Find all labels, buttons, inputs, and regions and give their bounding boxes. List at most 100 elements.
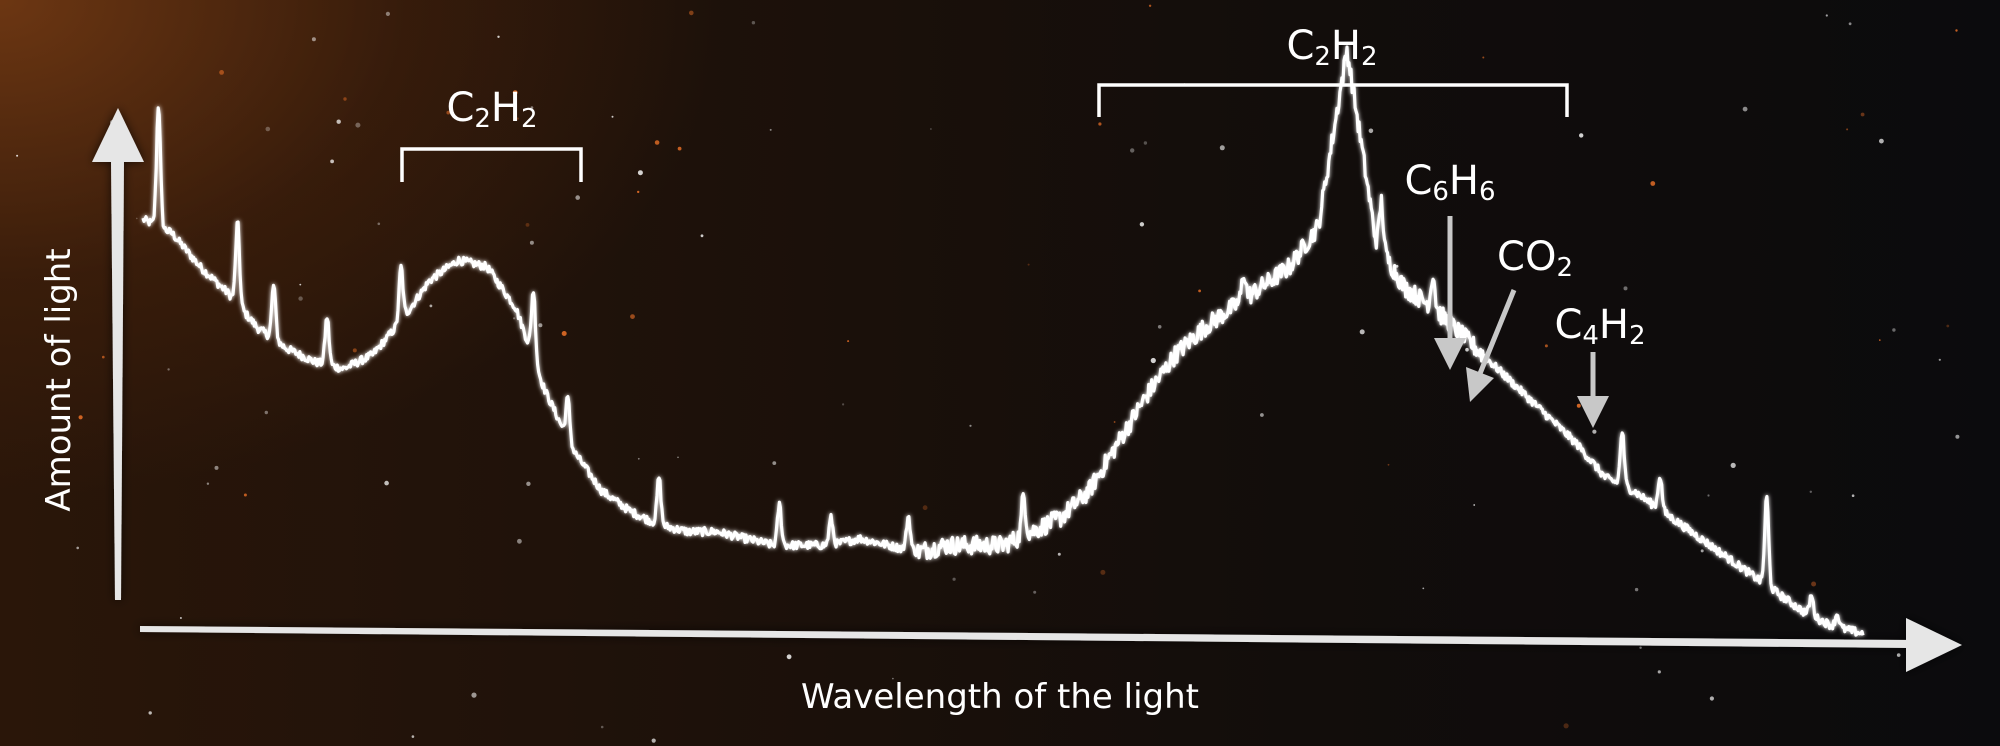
- annotation-label-c4h2: C4H2: [1554, 302, 1645, 351]
- star: [637, 457, 640, 460]
- star: [265, 126, 271, 132]
- annotation-label-c2h2-left: C2H2: [446, 85, 537, 134]
- star: [1938, 358, 1941, 361]
- star: [343, 97, 347, 101]
- star: [700, 234, 704, 238]
- star: [922, 505, 928, 511]
- star: [1811, 581, 1817, 587]
- star: [385, 11, 390, 16]
- star: [772, 461, 777, 465]
- star: [516, 117, 519, 120]
- star: [842, 403, 845, 406]
- star: [1742, 106, 1748, 112]
- star: [513, 317, 516, 320]
- star: [76, 546, 79, 550]
- y-axis: [92, 108, 144, 600]
- star: [538, 323, 543, 328]
- star: [637, 190, 640, 194]
- star: [1846, 128, 1849, 131]
- annotation-label-c2h2-right: C2H2: [1286, 23, 1377, 72]
- star: [1150, 357, 1156, 364]
- star: [1100, 569, 1106, 575]
- star: [1157, 325, 1162, 329]
- x-axis-label: Wavelength of the light: [801, 677, 1199, 717]
- star: [1563, 723, 1569, 729]
- annotation-c4h2: C4H2: [1554, 302, 1646, 428]
- star: [1700, 549, 1704, 553]
- star: [651, 738, 656, 743]
- star: [355, 122, 361, 128]
- annotation-label-c6h6: C6H6: [1404, 158, 1495, 207]
- star: [179, 617, 182, 619]
- star: [497, 35, 500, 38]
- star: [167, 368, 170, 371]
- star: [1113, 421, 1116, 423]
- arrow-down-icon: [1434, 338, 1466, 370]
- star: [769, 128, 772, 131]
- star-field: [16, 4, 1960, 743]
- star: [1033, 590, 1037, 594]
- star: [526, 481, 531, 486]
- star: [1730, 462, 1736, 468]
- star: [575, 195, 580, 200]
- star: [1027, 263, 1030, 266]
- star: [264, 410, 268, 415]
- star: [377, 222, 381, 226]
- star: [630, 314, 635, 319]
- annotation-co2: CO2: [1466, 234, 1573, 402]
- star: [1639, 646, 1642, 649]
- star: [512, 90, 518, 95]
- annotation-label-co2: CO2: [1497, 234, 1573, 283]
- star: [1623, 286, 1628, 291]
- star: [1576, 403, 1581, 408]
- star: [298, 296, 303, 301]
- star: [969, 424, 972, 427]
- star: [952, 577, 956, 581]
- star: [16, 154, 19, 157]
- star: [1098, 122, 1102, 126]
- star: [930, 128, 932, 130]
- star: [1219, 145, 1225, 151]
- annotation-c6h6: C6H6: [1404, 158, 1496, 370]
- star: [78, 415, 83, 420]
- star: [600, 725, 604, 729]
- star: [1650, 181, 1656, 186]
- star: [1709, 696, 1714, 701]
- star: [299, 283, 302, 286]
- star: [1879, 339, 1881, 341]
- star: [1879, 138, 1884, 144]
- star: [429, 304, 433, 308]
- star: [677, 456, 679, 459]
- star: [1148, 4, 1152, 8]
- star: [384, 480, 389, 486]
- bracket-c2h2-left: [400, 147, 583, 182]
- star: [1057, 552, 1061, 556]
- star: [136, 217, 138, 220]
- star: [654, 140, 660, 145]
- star: [330, 159, 334, 164]
- star: [1422, 587, 1425, 590]
- star: [530, 106, 534, 109]
- star: [847, 340, 850, 343]
- star: [677, 146, 682, 151]
- star: [352, 348, 357, 353]
- star: [525, 223, 530, 227]
- star: [1860, 112, 1865, 117]
- star: [1809, 490, 1813, 493]
- arrow-co2-shaft: [1476, 289, 1517, 377]
- star: [336, 119, 341, 124]
- y-axis-arrowhead-icon: [92, 108, 144, 162]
- star: [1825, 14, 1828, 17]
- star: [1387, 463, 1390, 466]
- star: [1139, 222, 1145, 227]
- star: [1473, 504, 1476, 506]
- x-axis-arrowhead-icon: [1906, 618, 1962, 672]
- annotation-c2h2-right: C2H2: [1097, 23, 1569, 117]
- star: [751, 21, 756, 25]
- star: [1851, 494, 1855, 498]
- star: [1657, 670, 1661, 674]
- star: [446, 110, 451, 115]
- spectrum-series-line: [141, 45, 1865, 637]
- star: [1359, 329, 1365, 335]
